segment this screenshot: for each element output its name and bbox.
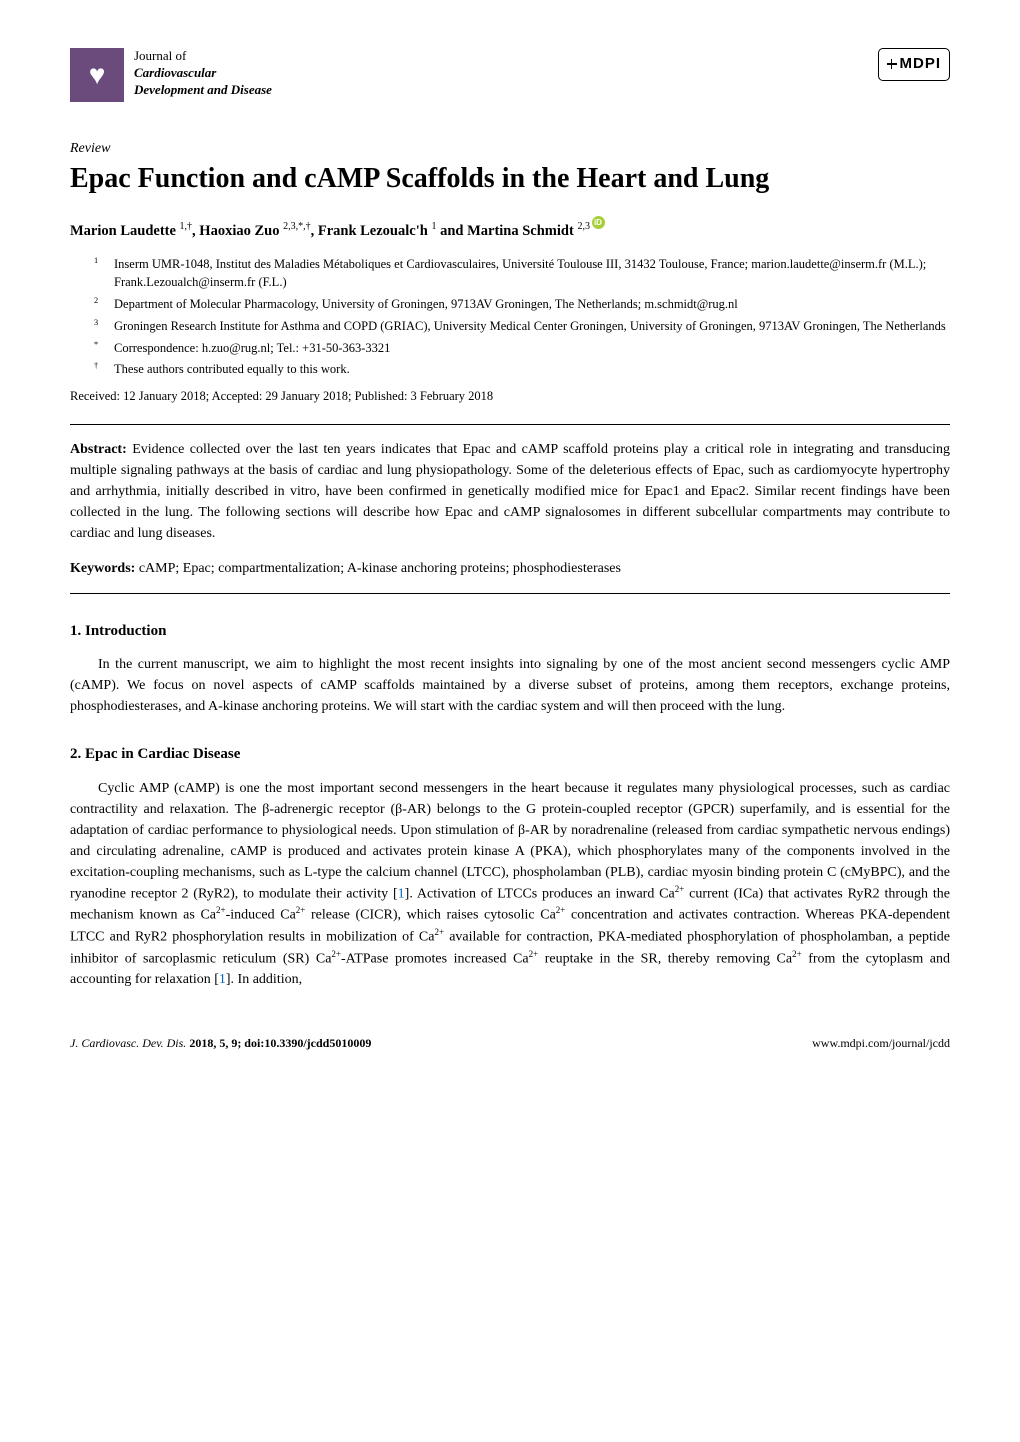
- affiliation-text: Department of Molecular Pharmacology, Un…: [114, 295, 950, 314]
- journal-line-1: Journal of: [134, 48, 272, 65]
- keywords-label: Keywords:: [70, 561, 135, 576]
- section-1-heading: 1. Introduction: [70, 620, 950, 643]
- affiliations-block: 1Inserm UMR-1048, Institut des Maladies …: [70, 255, 950, 380]
- mdpi-mark-icon: [887, 59, 897, 69]
- abstract-block: Abstract: Evidence collected over the la…: [70, 424, 950, 594]
- footer-year-vol: 2018, 5, 9; doi:10.3390/jcdd5010009: [186, 1036, 371, 1050]
- journal-logo-icon: ♥: [70, 48, 124, 102]
- affiliation-marker: 2: [94, 295, 114, 314]
- journal-line-3: Development and Disease: [134, 82, 272, 99]
- publisher-logo: MDPI: [878, 48, 951, 81]
- footer-citation: J. Cardiovasc. Dev. Dis. 2018, 5, 9; doi…: [70, 1034, 371, 1052]
- section-1-paragraph: In the current manuscript, we aim to hig…: [70, 654, 950, 717]
- heart-ecg-icon: ♥: [89, 54, 106, 96]
- affiliation-row: 2Department of Molecular Pharmacology, U…: [94, 295, 950, 314]
- journal-logo-block: ♥ Journal of Cardiovascular Development …: [70, 48, 272, 102]
- affiliation-row: 3Groningen Research Institute for Asthma…: [94, 317, 950, 336]
- section-2-heading: 2. Epac in Cardiac Disease: [70, 743, 950, 766]
- affiliation-text: Inserm UMR-1048, Institut des Maladies M…: [114, 255, 950, 293]
- article-type: Review: [70, 138, 950, 159]
- abstract-text: Evidence collected over the last ten yea…: [70, 442, 950, 541]
- abstract-paragraph: Abstract: Evidence collected over the la…: [70, 439, 950, 544]
- page-header: ♥ Journal of Cardiovascular Development …: [70, 48, 950, 102]
- footer-journal-abbrev: J. Cardiovasc. Dev. Dis.: [70, 1036, 186, 1050]
- page-footer: J. Cardiovasc. Dev. Dis. 2018, 5, 9; doi…: [70, 1034, 950, 1052]
- keywords-text: cAMP; Epac; compartmentalization; A-kina…: [139, 561, 621, 576]
- author-list: Marion Laudette 1,†, Haoxiao Zuo 2,3,*,†…: [70, 216, 950, 243]
- orcid-icon[interactable]: [592, 216, 605, 229]
- article-title: Epac Function and cAMP Scaffolds in the …: [70, 161, 950, 196]
- reference-link[interactable]: 1: [219, 972, 226, 987]
- affiliation-text: These authors contributed equally to thi…: [114, 360, 950, 379]
- affiliation-text: Groningen Research Institute for Asthma …: [114, 317, 950, 336]
- article-dates: Received: 12 January 2018; Accepted: 29 …: [70, 387, 950, 406]
- journal-name: Journal of Cardiovascular Development an…: [134, 48, 272, 99]
- affiliation-row: †These authors contributed equally to th…: [94, 360, 950, 379]
- affiliation-row: 1Inserm UMR-1048, Institut des Maladies …: [94, 255, 950, 293]
- affiliation-marker: †: [94, 360, 114, 379]
- reference-link[interactable]: 1: [398, 886, 405, 901]
- section-2-paragraph: Cyclic AMP (cAMP) is one the most import…: [70, 778, 950, 991]
- affiliation-marker: 1: [94, 255, 114, 293]
- footer-url: www.mdpi.com/journal/jcdd: [812, 1034, 950, 1052]
- keywords-paragraph: Keywords: cAMP; Epac; compartmentalizati…: [70, 558, 950, 579]
- affiliation-row: *Correspondence: h.zuo@rug.nl; Tel.: +31…: [94, 339, 950, 358]
- abstract-label: Abstract:: [70, 442, 127, 457]
- affiliation-marker: 3: [94, 317, 114, 336]
- affiliation-text: Correspondence: h.zuo@rug.nl; Tel.: +31-…: [114, 339, 950, 358]
- authors-text: Marion Laudette 1,†, Haoxiao Zuo 2,3,*,†…: [70, 223, 590, 239]
- journal-line-2: Cardiovascular: [134, 65, 272, 82]
- affiliation-marker: *: [94, 339, 114, 358]
- publisher-name: MDPI: [900, 53, 942, 76]
